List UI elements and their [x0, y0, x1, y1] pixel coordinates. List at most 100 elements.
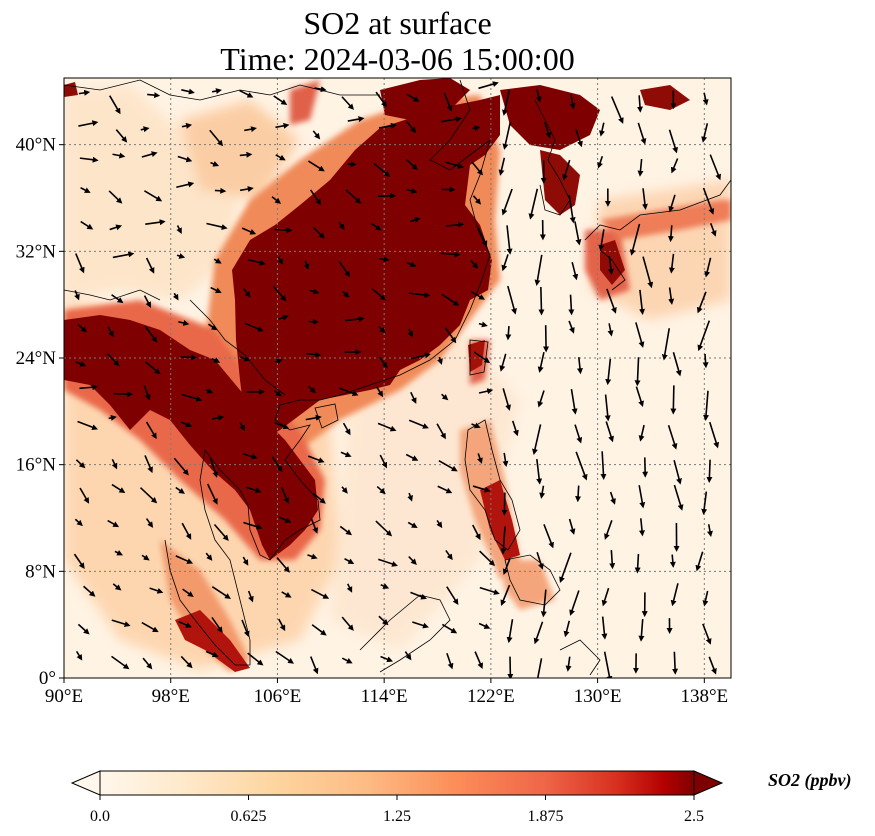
wind-arrow	[638, 618, 645, 642]
wind-arrow	[338, 387, 359, 397]
wind-arrow	[701, 491, 708, 515]
title-line-2: Time: 2024-03-06 15:00:00	[220, 41, 575, 77]
wind-arrow	[498, 157, 506, 176]
lat-tick-label: 32°N	[16, 241, 57, 262]
wind-arrow	[701, 123, 709, 143]
wind-arrow	[111, 619, 131, 627]
wind-arrow	[702, 623, 712, 645]
wind-arrow	[407, 328, 414, 338]
wind-arrow	[532, 424, 542, 456]
wind-arrow	[145, 257, 155, 274]
wind-arrow	[505, 326, 512, 341]
wind-arrow	[247, 590, 254, 603]
wind-arrow	[375, 91, 387, 108]
wind-arrow	[373, 162, 391, 178]
wind-arrow	[139, 487, 158, 504]
wind-arrow	[109, 224, 123, 231]
wind-arrow	[246, 486, 262, 494]
wind-arrow	[173, 457, 189, 476]
wind-arrow	[379, 256, 390, 263]
wind-arrow	[143, 190, 163, 202]
wind-arrow	[406, 93, 420, 102]
wind-arrow	[538, 287, 545, 316]
wind-arrow	[502, 388, 511, 411]
wind-arrow	[347, 116, 365, 123]
colorbar-tick-label: 0.0	[90, 808, 110, 825]
wind-arrow	[407, 492, 413, 502]
wind-arrow	[410, 352, 431, 360]
wind-arrow	[609, 491, 616, 505]
wind-arrow	[111, 655, 130, 670]
wind-arrow	[378, 615, 389, 626]
wind-arrow	[239, 151, 253, 158]
wind-arrow	[610, 96, 624, 124]
wind-arrow	[145, 219, 166, 226]
wind-arrow	[378, 558, 398, 567]
wind-arrow	[408, 291, 431, 298]
wind-arrow	[575, 451, 588, 481]
wind-arrow	[79, 156, 99, 163]
wind-arrow	[472, 195, 482, 205]
wind-arrow	[77, 323, 88, 333]
wind-arrow	[274, 358, 283, 365]
wind-arrow	[275, 122, 290, 129]
wind-arrow	[339, 525, 353, 536]
wind-arrow	[80, 220, 94, 230]
lat-tick-label: 40°N	[16, 135, 57, 156]
wind-arrow	[277, 256, 284, 265]
wind-arrow	[273, 390, 282, 397]
wind-arrow	[303, 260, 310, 271]
colorbar-tick-label: 0.625	[231, 808, 267, 825]
wind-arrow	[445, 221, 465, 228]
wind-arrow	[502, 558, 511, 575]
wind-arrow	[702, 353, 709, 369]
wind-arrow	[606, 288, 617, 314]
wind-arrow	[108, 190, 123, 204]
wind-arrow	[533, 621, 544, 645]
wind-arrow	[113, 391, 134, 398]
wind-arrow	[341, 486, 348, 494]
wind-arrow	[708, 421, 720, 449]
wind-arrow	[181, 122, 193, 129]
wind-arrow	[543, 524, 554, 549]
wind-arrow	[565, 656, 572, 672]
wind-arrow	[345, 189, 362, 204]
wind-arrow	[74, 290, 80, 301]
wind-arrow	[247, 652, 264, 666]
wind-arrow	[172, 292, 179, 301]
wind-arrow	[405, 158, 418, 171]
wind-arrow	[276, 557, 290, 573]
wind-arrow	[281, 591, 292, 598]
wind-arrow	[575, 485, 582, 503]
wind-arrow	[242, 556, 249, 566]
wind-arrow	[243, 521, 263, 530]
lon-tick-label: 138°E	[680, 686, 728, 707]
wind-arrow	[307, 385, 316, 394]
wind-arrow	[78, 89, 91, 96]
wind-arrow	[178, 320, 190, 326]
wind-arrow	[668, 287, 675, 305]
wind-arrow	[703, 390, 710, 421]
wind-arrow	[140, 126, 150, 133]
wind-arrow	[75, 361, 87, 367]
wind-arrow	[278, 516, 292, 523]
wind-arrow	[702, 590, 709, 607]
wind-arrow	[502, 452, 509, 467]
wind-arrow	[673, 460, 682, 485]
wind-arrow	[74, 518, 83, 527]
lon-tick-label: 90°E	[45, 686, 83, 707]
wind-arrow	[537, 390, 545, 408]
wind-arrow	[577, 357, 583, 375]
wind-arrow	[213, 257, 222, 264]
wind-arrow	[309, 288, 320, 295]
wind-arrow	[211, 586, 231, 599]
wind-arrow	[636, 95, 643, 113]
wind-arrow	[540, 589, 547, 618]
wind-arrow	[661, 328, 671, 361]
wind-arrow	[309, 189, 322, 206]
wind-arrow	[563, 620, 571, 638]
wind-arrow	[239, 422, 246, 432]
wind-arrow	[212, 414, 225, 421]
wind-arrow	[144, 325, 158, 343]
wind-arrow	[500, 584, 511, 606]
